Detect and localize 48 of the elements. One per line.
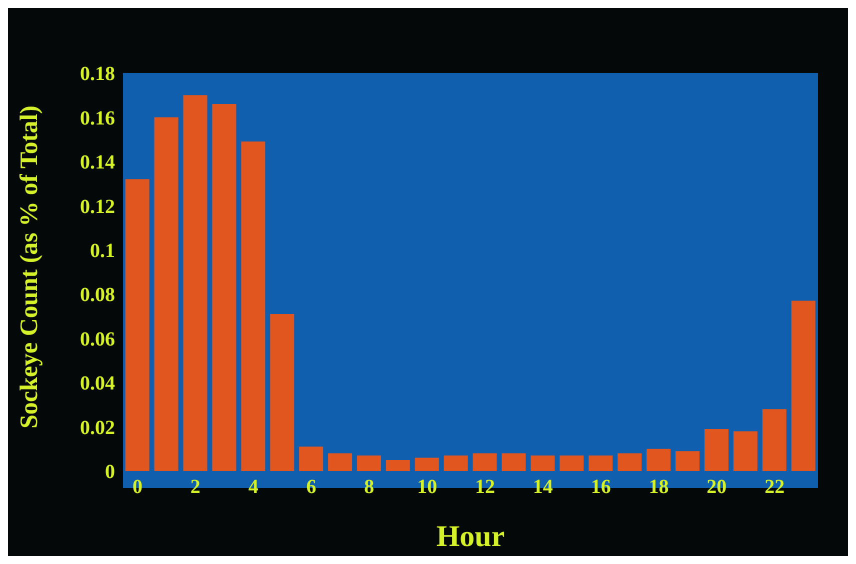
x-tick-label: 0	[132, 476, 142, 498]
bar	[676, 451, 700, 471]
bar	[762, 409, 786, 471]
bar	[386, 460, 410, 471]
bar	[444, 456, 468, 471]
bar	[502, 453, 526, 471]
x-axis-title: Hour	[436, 520, 505, 553]
y-axis-title: Sockeye Count (as % of Total)	[16, 106, 43, 428]
bar	[588, 456, 613, 471]
x-tick-label: 10	[417, 476, 438, 498]
y-tick-label: 0.14	[80, 152, 115, 174]
x-tick-label: 4	[248, 476, 258, 498]
x-tick-label: 20	[706, 476, 727, 498]
bar	[414, 458, 439, 471]
bar	[733, 431, 758, 471]
x-tick-label: 18	[648, 476, 669, 498]
bar	[299, 446, 324, 471]
bar	[212, 104, 236, 471]
y-tick-label: 0.1	[90, 240, 115, 262]
x-tick-label: 8	[364, 476, 374, 498]
y-tick-label: 0.06	[80, 328, 115, 350]
x-tick-label: 12	[474, 476, 495, 498]
y-tick-label: 0.18	[80, 63, 115, 86]
x-tick-label: 14	[532, 476, 553, 498]
y-tick-label: 0.16	[80, 107, 115, 130]
bar	[270, 314, 294, 471]
bar	[704, 428, 728, 471]
y-tick-label: 0	[105, 461, 115, 484]
bar	[646, 448, 671, 471]
bar	[125, 179, 150, 471]
bar	[356, 456, 381, 471]
bar	[560, 456, 584, 471]
y-tick-label: 0.12	[80, 196, 115, 218]
bar	[618, 453, 642, 471]
x-tick-label: 2	[190, 476, 200, 498]
bar	[791, 300, 816, 471]
y-tick-label: 0.08	[80, 284, 115, 306]
bar	[154, 117, 178, 471]
bar	[328, 453, 352, 471]
bar	[241, 142, 266, 471]
y-tick-label: 0.04	[80, 372, 115, 395]
bar	[472, 453, 497, 471]
x-tick-label: 22	[764, 476, 785, 498]
y-tick-label: 0.02	[80, 416, 115, 439]
x-tick-label: 16	[590, 476, 611, 498]
bar	[530, 456, 555, 471]
x-tick-label: 6	[306, 476, 316, 498]
bar	[183, 95, 208, 471]
